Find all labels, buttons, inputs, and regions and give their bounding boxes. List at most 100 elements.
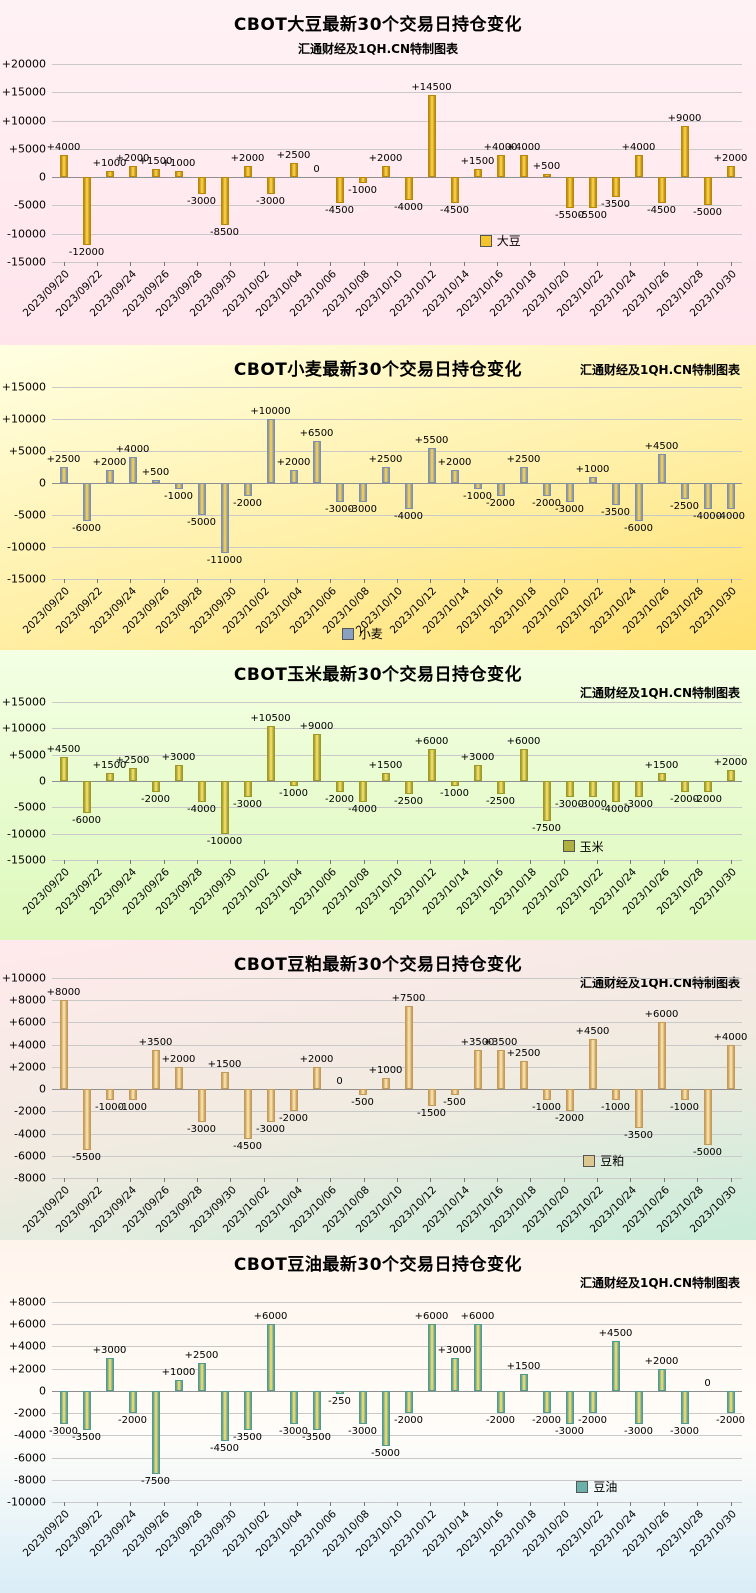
data-bar — [59, 467, 68, 483]
axis-tick — [497, 579, 499, 583]
data-bar — [266, 1089, 275, 1123]
data-bar — [542, 483, 551, 496]
bar-value-label: -5000 — [370, 1448, 401, 1460]
bar-value-label: -2000 — [278, 1113, 309, 1125]
axis-tick — [196, 1502, 198, 1506]
bar-value-label: -3000 — [577, 798, 608, 810]
y-axis-label: 0 — [39, 1082, 46, 1096]
y-axis-label: -10000 — [7, 540, 46, 554]
axis-tick — [563, 860, 565, 864]
gridline — [52, 1111, 742, 1113]
chart-legend: 大豆 — [479, 232, 521, 249]
data-bar — [151, 781, 160, 792]
bar-value-label: -2000 — [531, 1415, 562, 1427]
y-axis-label: -10000 — [7, 227, 46, 241]
bar-value-label: +6000 — [414, 1311, 449, 1323]
axis-tick — [663, 1502, 665, 1506]
bar-value-label: +3500 — [483, 1037, 518, 1049]
axis-tick — [630, 579, 632, 583]
data-bar — [634, 154, 643, 178]
bar-value-label: -3500 — [71, 1431, 102, 1443]
bar-value-label: +2000 — [713, 152, 748, 164]
gridline — [52, 547, 742, 548]
bar-value-label: +3500 — [138, 1037, 173, 1049]
y-axis-label: +20000 — [1, 57, 46, 71]
axis-tick — [263, 262, 265, 266]
bar-value-label: +2000 — [115, 152, 150, 164]
axis-tick — [330, 860, 332, 864]
gridline — [52, 1066, 742, 1068]
data-bar — [450, 1089, 459, 1095]
bar-value-label: -6000 — [623, 523, 654, 535]
data-bar — [335, 1390, 344, 1394]
bar-value-label: +6000 — [644, 1009, 679, 1021]
data-bar — [519, 1374, 528, 1391]
bar-value-label: +2500 — [506, 1048, 541, 1060]
data-bar — [634, 781, 643, 797]
data-bar — [105, 773, 114, 781]
y-axis-label: 0 — [39, 1384, 46, 1398]
data-bar — [105, 171, 114, 178]
axis-tick — [730, 1502, 732, 1506]
bar-value-label: +2000 — [276, 457, 311, 469]
axis-tick — [463, 860, 465, 864]
y-axis-label: +15000 — [1, 380, 46, 394]
data-bar — [335, 177, 344, 203]
data-bar — [703, 1089, 712, 1145]
axis-tick — [530, 579, 532, 583]
legend-label: 大豆 — [496, 234, 521, 249]
bar-value-label: -2000 — [692, 793, 723, 805]
bar-value-label: -11000 — [206, 555, 243, 567]
legend-swatch-icon — [562, 840, 575, 853]
gridline — [52, 64, 742, 65]
axis-tick — [330, 1502, 332, 1506]
bar-value-label: -3500 — [600, 507, 631, 519]
gridline — [52, 1324, 742, 1326]
gridline — [52, 419, 742, 420]
bar-value-label: -2000 — [577, 1415, 608, 1427]
axis-tick — [630, 1502, 632, 1506]
bar-value-label: -5500 — [71, 1152, 102, 1164]
data-bar — [82, 483, 91, 522]
axis-tick — [397, 1502, 398, 1506]
bar-value-label: +1500 — [368, 760, 403, 772]
bar-value-label: -1000 — [94, 1102, 125, 1114]
axis-tick — [597, 1178, 599, 1182]
bar-value-label: -1000 — [439, 788, 470, 800]
chart-title: CBOT豆油最新30个交易日持仓变化 — [233, 1255, 523, 1275]
data-bar — [427, 95, 436, 178]
gridline — [52, 978, 742, 979]
bar-chart-plot: +15000 +10000 +5000 0 -5000 -10000 -15000 +2500… — [2, 381, 745, 642]
axis-tick — [530, 262, 532, 266]
gridline — [52, 833, 742, 835]
bar-value-label: +2000 — [713, 757, 748, 769]
data-bar — [266, 1324, 275, 1391]
data-bar — [358, 177, 367, 183]
axis-tick — [196, 579, 198, 583]
data-bar — [243, 1390, 252, 1430]
data-bar — [82, 1390, 91, 1430]
axis-tick — [463, 1178, 465, 1182]
data-bar — [335, 483, 344, 503]
axis-tick — [330, 579, 332, 583]
axis-tick — [296, 1502, 298, 1506]
bar-value-label: -3500 — [301, 1431, 332, 1443]
data-bar — [519, 467, 528, 483]
data-bar — [381, 773, 390, 781]
bar-value-label: -4000 — [186, 804, 217, 816]
bar-value-label: -4500 — [439, 204, 470, 216]
data-bar — [381, 165, 390, 178]
data-bar — [680, 1089, 689, 1101]
data-bar — [473, 483, 482, 490]
axis-tick — [63, 262, 65, 266]
bar-value-label: -3500 — [232, 1431, 263, 1443]
data-bar — [59, 154, 68, 178]
gridline — [52, 1413, 742, 1415]
chart-title: CBOT小麦最新30个交易日持仓变化 — [233, 360, 523, 380]
y-axis-label: -10000 — [7, 827, 46, 841]
bar-value-label: +2500 — [115, 754, 150, 766]
axis-tick — [230, 860, 232, 864]
data-bar — [358, 483, 367, 503]
gridline — [52, 1302, 742, 1303]
data-bar — [335, 781, 344, 792]
